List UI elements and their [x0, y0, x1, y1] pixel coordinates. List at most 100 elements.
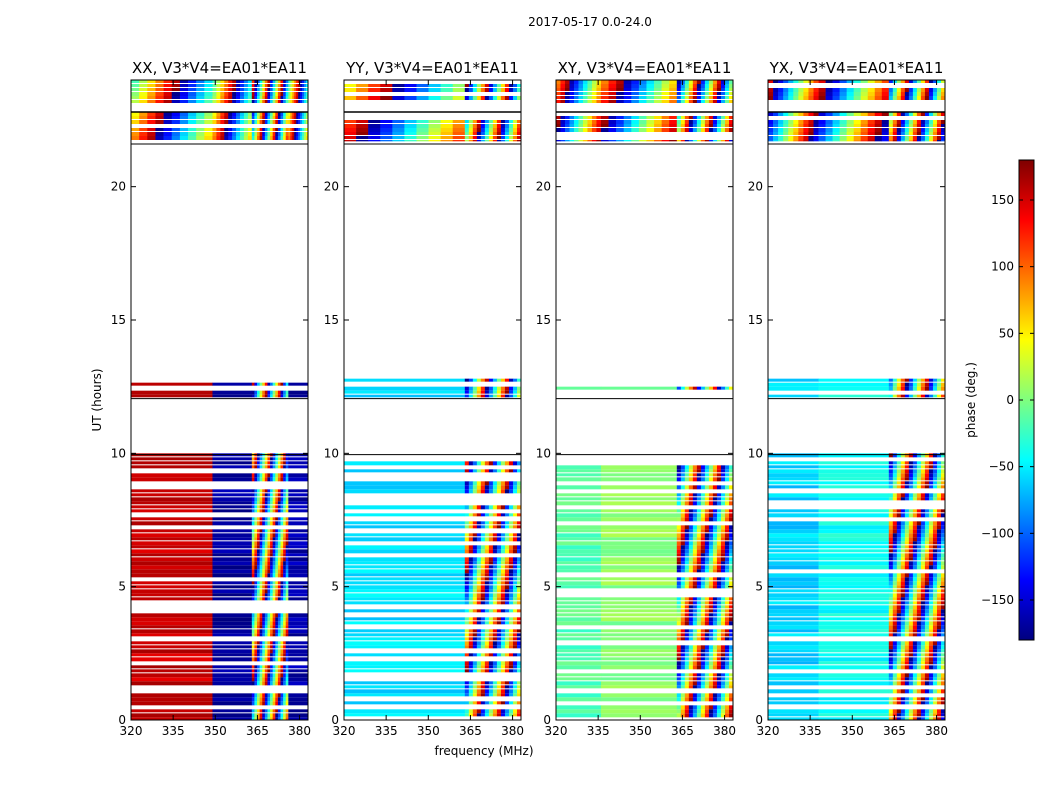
fringe-cell	[700, 577, 706, 581]
fringe-cell	[940, 378, 945, 382]
fringe-cell	[716, 469, 722, 473]
fringe-cell	[254, 521, 258, 526]
fringe-cell	[285, 593, 289, 597]
fringe-cell	[283, 585, 287, 589]
wrap-cell	[661, 124, 670, 127]
fringe-cell	[464, 124, 470, 128]
wrap-cell	[288, 112, 291, 116]
wrap-cell	[171, 96, 181, 99]
fringe-cell	[916, 681, 922, 686]
wrap-cell	[616, 92, 625, 95]
fringe-cell	[254, 645, 258, 649]
fringe-cell	[275, 653, 279, 657]
wrap-cell	[131, 120, 140, 124]
fringe-cell	[259, 693, 263, 698]
fringe-cell	[940, 112, 945, 116]
phase-cell	[818, 661, 890, 665]
wrap-cell	[616, 84, 625, 88]
fringe-cell	[516, 573, 521, 577]
fringe-cell	[700, 100, 706, 103]
phase-cell	[818, 465, 890, 469]
fringe-cell	[504, 390, 510, 394]
fringe-cell	[716, 88, 722, 91]
fringe-cell	[496, 533, 502, 537]
fringe-cell	[257, 541, 260, 546]
fringe-cell	[512, 88, 518, 92]
fringe-cell	[472, 481, 478, 486]
fringe-cell	[262, 629, 266, 634]
fringe-cell	[924, 581, 930, 586]
fringe-cell	[920, 529, 926, 534]
wrap-cell	[171, 92, 181, 96]
fringe-cell	[285, 617, 289, 622]
fringe-cell	[676, 100, 682, 103]
fringe-cell	[908, 581, 914, 586]
fringe-cell	[676, 697, 682, 702]
fringe-cell	[468, 88, 474, 92]
fringe-cell	[932, 561, 938, 566]
fringe-cell	[728, 597, 733, 601]
fringe-cell	[504, 549, 510, 554]
fringe-cell	[492, 621, 498, 625]
fringe-cell	[257, 533, 260, 538]
fringe-cell	[900, 561, 906, 566]
fringe-cell	[500, 378, 506, 382]
phase-cell	[212, 569, 253, 574]
fringe-cell	[712, 609, 718, 613]
fringe-cell	[900, 545, 906, 549]
fringe-cell	[512, 589, 518, 593]
fringe-cell	[900, 565, 906, 570]
fringe-cell	[488, 513, 494, 517]
phase-cell	[600, 497, 678, 501]
fringe-cell	[920, 641, 926, 646]
fringe-cell	[900, 697, 906, 701]
fringe-cell	[712, 128, 718, 132]
fringe-cell	[512, 621, 518, 625]
fringe-cell	[716, 673, 722, 677]
fringe-cell	[508, 533, 514, 537]
fringe-cell	[932, 589, 938, 593]
fringe-cell	[285, 88, 289, 91]
wrap-cell	[232, 132, 237, 136]
fringe-cell	[496, 525, 502, 529]
fringe-cell	[936, 665, 942, 670]
fringe-cell	[920, 497, 926, 501]
fringe-cell	[512, 609, 518, 613]
fringe-cell	[472, 569, 478, 574]
fringe-cell	[716, 465, 722, 470]
fringe-cell	[892, 453, 898, 458]
fringe-cell	[936, 561, 942, 566]
fringe-cell	[936, 573, 942, 578]
phase-cell	[212, 585, 253, 589]
fringe-cell	[257, 693, 260, 698]
fringe-cell	[277, 617, 281, 622]
fringe-cell	[500, 136, 506, 139]
fringe-cell	[264, 390, 268, 395]
fringe-cell	[267, 561, 271, 566]
fringe-cell	[908, 665, 914, 670]
fringe-cell	[480, 549, 486, 554]
fringe-cell	[468, 394, 474, 398]
fringe-cell	[272, 533, 276, 538]
wrap-cell	[874, 132, 883, 135]
wrap-cell	[793, 124, 799, 127]
fringe-cell	[904, 386, 910, 391]
fringe-cell	[468, 645, 474, 649]
wrap-cell	[596, 84, 602, 88]
wrap-cell	[788, 136, 794, 140]
x-tick-label: 335	[162, 724, 185, 738]
fringe-cell	[724, 601, 730, 605]
wrap-cell	[608, 100, 617, 103]
wrap-cell	[292, 128, 295, 131]
fringe-cell	[476, 665, 482, 669]
fringe-cell	[267, 465, 271, 469]
phase-cell	[344, 589, 466, 593]
fringe-cell	[508, 469, 514, 473]
fringe-cell	[480, 645, 486, 649]
fringe-cell	[275, 669, 279, 673]
fringe-cell	[704, 637, 710, 641]
wrap-cell	[147, 100, 156, 103]
fringe-cell	[257, 80, 260, 83]
fringe-cell	[936, 717, 942, 720]
fringe-cell	[259, 573, 263, 578]
